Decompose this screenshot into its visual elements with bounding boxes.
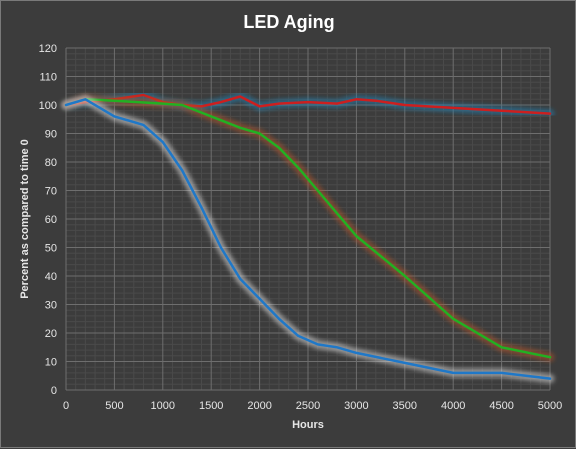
y-tick-label: 60	[45, 214, 57, 226]
y-tick-label: 10	[45, 357, 57, 369]
x-tick-label: 1000	[151, 400, 175, 412]
y-tick-label: 20	[45, 328, 57, 340]
x-tick-label: 4000	[441, 400, 465, 412]
x-tick-label: 500	[105, 400, 123, 412]
y-tick-label: 70	[45, 186, 57, 198]
y-tick-label: 120	[39, 43, 57, 55]
y-tick-label: 100	[39, 100, 57, 112]
y-axis-label: Percent as compared to time 0	[19, 139, 31, 299]
x-tick-label: 4500	[489, 400, 513, 412]
chart-title: LED Aging	[243, 12, 334, 32]
y-tick-label: 110	[39, 72, 57, 84]
major-gridlines	[65, 47, 551, 391]
y-tick-label: 40	[45, 271, 57, 283]
series-layer	[61, 90, 555, 384]
y-tick-label: 80	[45, 157, 57, 169]
x-tick-label: 1500	[199, 400, 223, 412]
x-tick-label: 5000	[538, 400, 562, 412]
y-tick-label: 0	[51, 385, 57, 397]
y-axis-ticks: 0 10 20 30 40 50 60 70 80 90 100 110 120	[39, 43, 57, 397]
x-tick-label: 3500	[393, 400, 417, 412]
x-axis-label: Hours	[292, 419, 324, 431]
y-tick-label: 30	[45, 300, 57, 312]
series-2-line	[64, 98, 552, 359]
x-axis-ticks: 0 500 1000 1500 2000 2500 3000 3500 4000 4500 5000	[63, 400, 562, 412]
y-tick-label: 50	[45, 243, 57, 255]
series-1-line	[64, 93, 552, 115]
x-tick-label: 3000	[344, 400, 368, 412]
x-tick-label: 2500	[296, 400, 320, 412]
series-3-line	[64, 98, 552, 380]
x-tick-label: 0	[63, 400, 69, 412]
x-tick-label: 2000	[247, 400, 271, 412]
y-tick-label: 90	[45, 129, 57, 141]
